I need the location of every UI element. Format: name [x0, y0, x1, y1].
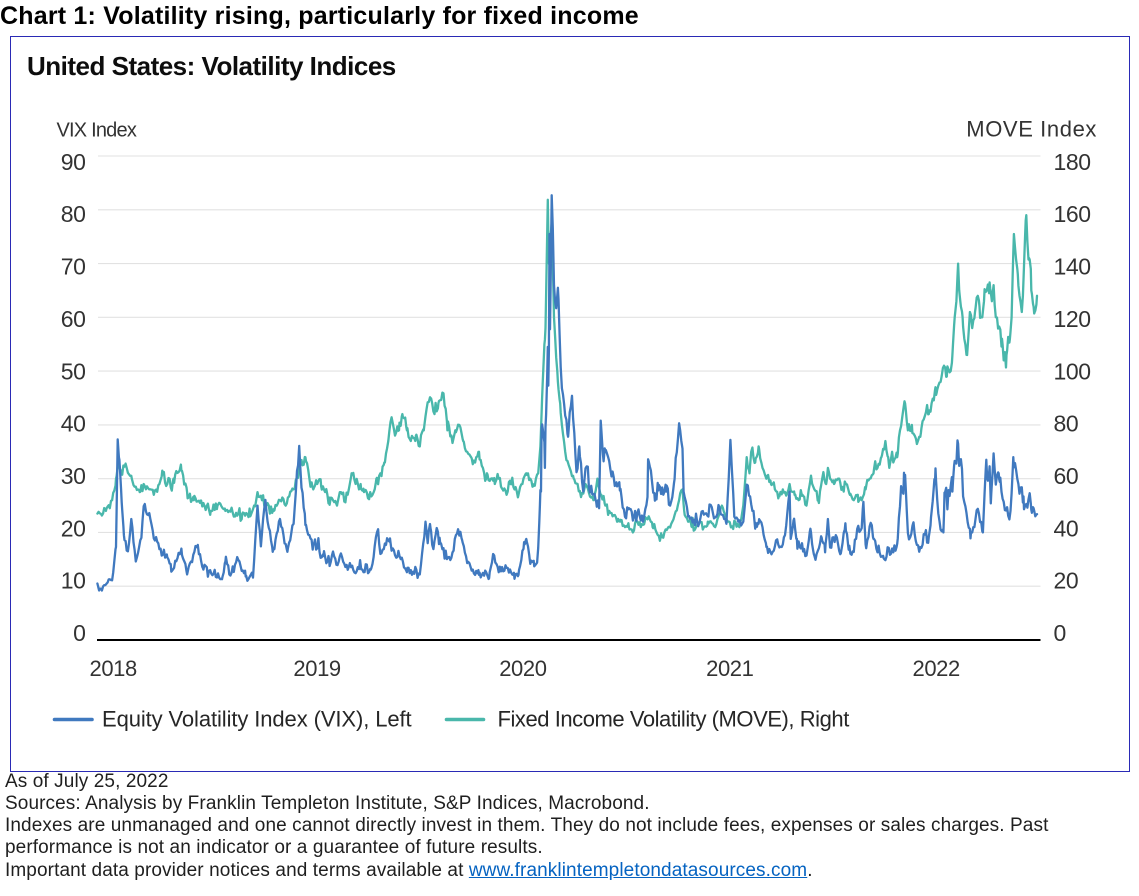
svg-text:2021: 2021 [706, 656, 754, 681]
svg-text:2019: 2019 [293, 656, 341, 681]
svg-text:60: 60 [1054, 463, 1079, 489]
svg-text:100: 100 [1054, 358, 1091, 384]
svg-text:0: 0 [73, 620, 85, 646]
svg-text:10: 10 [61, 568, 86, 594]
svg-text:0: 0 [1054, 620, 1066, 646]
svg-text:180: 180 [1054, 149, 1091, 175]
svg-text:VIX Index: VIX Index [57, 120, 137, 142]
svg-text:60: 60 [61, 306, 86, 332]
svg-text:140: 140 [1054, 254, 1091, 280]
svg-text:20: 20 [61, 515, 86, 541]
svg-text:20: 20 [1054, 568, 1079, 594]
svg-text:2022: 2022 [913, 656, 961, 681]
svg-text:40: 40 [1054, 515, 1079, 541]
svg-text:50: 50 [61, 358, 86, 384]
svg-text:40: 40 [61, 411, 86, 437]
svg-text:2020: 2020 [499, 656, 547, 681]
svg-text:30: 30 [61, 463, 86, 489]
svg-text:90: 90 [61, 149, 86, 175]
svg-text:80: 80 [1054, 411, 1079, 437]
svg-text:120: 120 [1054, 306, 1091, 332]
svg-text:70: 70 [61, 254, 86, 280]
svg-text:MOVE Index: MOVE Index [966, 117, 1097, 142]
svg-text:Equity Volatility Index (VIX),: Equity Volatility Index (VIX), Left [102, 707, 412, 732]
svg-text:Fixed Income Volatility (MOVE): Fixed Income Volatility (MOVE), Right [498, 707, 850, 732]
svg-text:160: 160 [1054, 201, 1091, 227]
svg-text:2018: 2018 [90, 656, 138, 681]
svg-text:80: 80 [61, 201, 86, 227]
